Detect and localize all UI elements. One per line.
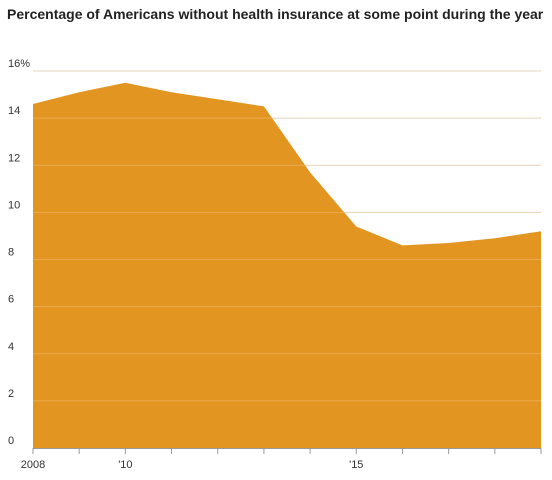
y-tick-label-6: 6 xyxy=(8,294,14,306)
y-tick-label-2: 2 xyxy=(8,388,14,400)
x-axis: 2008 '10 '15 xyxy=(21,448,542,471)
chart-title: Percentage of Americans without health i… xyxy=(7,6,544,22)
y-tick-label-10: 10 xyxy=(8,199,20,211)
y-tick-label-12: 12 xyxy=(8,152,20,164)
x-tick-label-2015: '15 xyxy=(349,459,363,471)
area-series xyxy=(33,82,541,448)
y-axis: 0 2 4 6 8 10 12 14 16% xyxy=(8,58,30,447)
y-tick-label-0: 0 xyxy=(8,435,14,447)
x-tick-label-2010: '10 xyxy=(118,459,132,471)
y-tick-label-4: 4 xyxy=(8,341,14,353)
y-tick-label-8: 8 xyxy=(8,247,14,259)
gridlines-over-area xyxy=(33,70,541,402)
y-tick-label-14: 14 xyxy=(8,105,20,117)
area-series-path xyxy=(33,82,541,448)
x-tick-label-2008: 2008 xyxy=(21,459,45,471)
y-tick-label-16: 16% xyxy=(8,58,30,70)
